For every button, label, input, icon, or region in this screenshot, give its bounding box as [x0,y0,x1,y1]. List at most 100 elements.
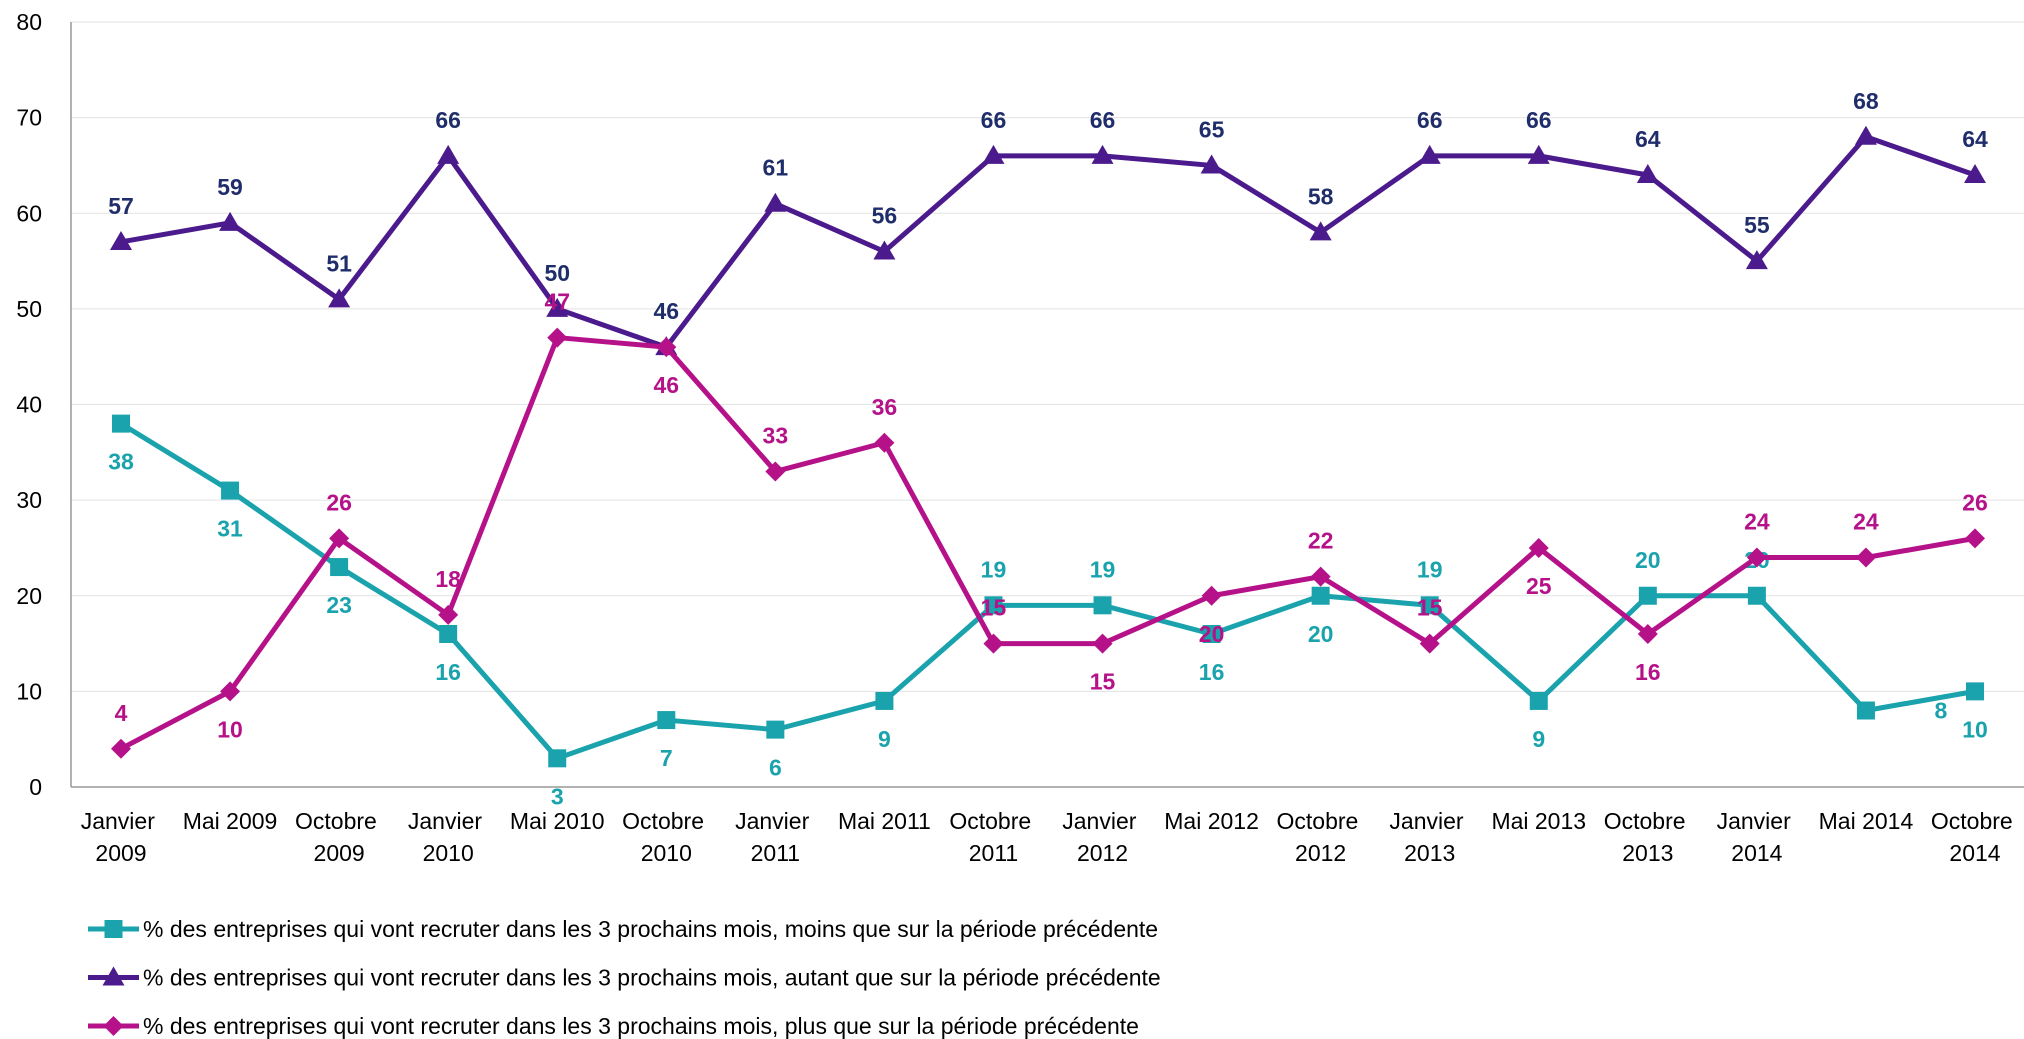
marker [1854,125,1877,145]
x-tick-label: Octobre 2010 [622,808,710,866]
data-label: 10 [1962,716,1988,742]
data-label: 66 [981,107,1007,133]
series-line [119,421,1976,761]
marker [1200,154,1223,174]
x-tick-line: Janvier [735,808,816,834]
x-tick-label: Mai 2013 [1491,808,1586,834]
data-label: 20 [1308,621,1334,647]
marker [1529,691,1548,710]
x-tick-line: 2010 [641,840,692,866]
data-label: 22 [1308,528,1334,554]
data-label: 18 [435,566,461,592]
data-label: 66 [1090,107,1116,133]
data-label: 31 [217,516,243,542]
legend-marker [102,966,125,986]
marker [548,749,567,768]
data-label: 55 [1744,212,1770,238]
x-tick-label: Janvier 2011 [735,808,816,866]
data-label: 61 [763,155,789,181]
x-tick-line: 2012 [1077,840,1128,866]
y-tick-label: 70 [16,105,42,131]
data-label: 15 [981,595,1007,621]
x-tick-line: Janvier [408,808,489,834]
y-tick-label: 60 [16,200,42,226]
marker [1855,547,1876,568]
marker [1965,528,1985,549]
legend-label: % des entreprises qui vont recruter dans… [143,1013,1139,1039]
data-label: 4 [115,700,128,726]
marker [1856,701,1875,720]
data-label: 58 [1308,183,1334,209]
marker [437,144,460,164]
marker [1746,547,1767,568]
marker [1091,144,1114,164]
data-label: 25 [1526,573,1552,599]
marker [220,681,241,702]
y-tick-label: 10 [16,678,42,704]
marker [1966,682,1984,701]
x-tick-line: 2012 [1295,840,1346,866]
x-tick-line: 2011 [751,840,800,866]
x-tick-line: 2011 [969,840,1018,866]
x-tick-line: Octobre [1604,808,1692,834]
marker [984,596,1003,615]
legend-label: % des entreprises qui vont recruter dans… [143,916,1158,942]
x-tick-line: 2014 [1731,840,1782,866]
marker [1311,586,1330,605]
data-label: 50 [544,260,570,286]
data-label: 56 [872,203,898,229]
x-tick-label: Mai 2014 [1819,808,1914,834]
x-tick-label: Mai 2009 [183,808,278,834]
data-label: 9 [1532,726,1545,752]
y-tick-label: 20 [16,583,42,609]
data-label: 64 [1962,126,1988,152]
data-label: 47 [544,289,570,315]
data-label: 65 [1199,116,1225,142]
x-tick-label: Mai 2011 [838,808,931,834]
marker [656,337,677,358]
legend-marker [103,1016,124,1036]
marker [874,432,895,453]
x-tick-label: Octobre 2013 [1604,808,1692,866]
x-tick-label: Octobre 2009 [295,808,383,866]
x-tick-line: 2010 [423,840,474,866]
marker [982,144,1005,164]
marker [1310,566,1331,587]
marker [1093,596,1112,615]
marker [1964,164,1986,183]
marker [110,230,132,250]
data-label: 20 [1199,621,1225,647]
x-tick-line: 2013 [1622,840,1673,866]
x-tick-line: 2013 [1404,840,1455,866]
marker [1309,221,1332,241]
marker [219,211,242,231]
marker [438,604,459,625]
x-tick-line: Janvier [1062,808,1143,834]
data-label: 7 [660,745,673,771]
marker [764,192,787,212]
marker [1201,585,1222,606]
legend-marker [104,920,123,938]
series-line [120,134,1976,350]
data-label: 51 [326,250,352,276]
marker [1636,164,1659,183]
x-tick-label: Octobre 2011 [949,808,1037,866]
marker [1528,537,1549,558]
x-tick-label: Janvier 2014 [1717,808,1798,866]
x-tick-line: Octobre [295,808,383,834]
data-label: 19 [981,556,1007,582]
marker [328,288,351,308]
marker [873,240,896,260]
data-label: 3 [551,783,564,809]
marker [439,625,458,643]
data-label: 20 [1635,547,1661,573]
data-label: 23 [326,592,352,618]
data-label: 66 [435,107,461,133]
marker [1419,633,1440,654]
data-label: 38 [108,449,134,475]
legend-label: % des entreprises qui vont recruter dans… [143,965,1161,991]
y-tick-label: 30 [16,487,42,513]
marker [1420,596,1439,615]
data-label: 16 [1199,659,1225,685]
